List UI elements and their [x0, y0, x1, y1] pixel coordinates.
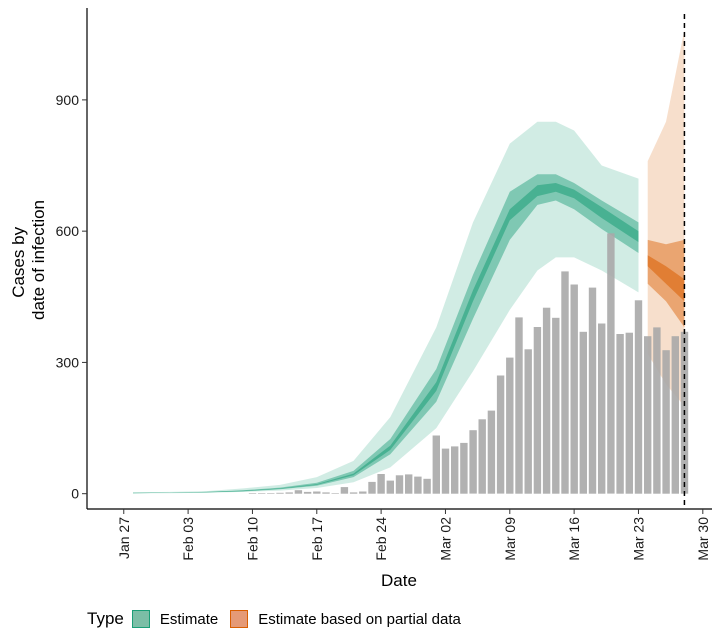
bar — [331, 493, 339, 494]
bar — [496, 375, 505, 494]
x-tick-label: Jan 27 — [116, 517, 132, 559]
bar — [671, 336, 679, 494]
bar — [313, 491, 321, 494]
legend-key-partial-estimate — [230, 610, 249, 628]
x-tick-label: Mar 23 — [631, 517, 647, 561]
bar — [598, 323, 606, 494]
bar — [322, 492, 330, 494]
bar — [294, 490, 303, 494]
bar — [340, 487, 349, 494]
x-tick-label: Feb 24 — [373, 517, 389, 561]
bar — [432, 435, 440, 494]
bar — [303, 491, 312, 494]
x-tick-label: Feb 17 — [309, 517, 325, 561]
bar — [405, 474, 413, 494]
bar — [662, 350, 670, 494]
bar — [561, 271, 569, 494]
bar — [423, 478, 431, 494]
bar — [542, 307, 551, 494]
y-tick-label: 600 — [56, 223, 80, 239]
bar — [588, 287, 597, 494]
bar — [644, 336, 652, 494]
bar — [607, 233, 615, 494]
bar — [285, 492, 293, 494]
bar — [359, 491, 367, 494]
ribbon-partial-20 — [647, 255, 685, 302]
bar — [653, 327, 661, 494]
bar — [469, 430, 477, 494]
bar — [441, 448, 450, 494]
x-tick-label: Mar 30 — [695, 517, 711, 561]
legend-label-partial-estimate: Estimate based on partial data — [258, 610, 461, 628]
x-tick-label: Mar 02 — [438, 517, 454, 561]
ribbon-partial-90 — [647, 29, 685, 407]
bar — [276, 492, 284, 494]
bar — [616, 334, 624, 494]
legend-title: Type — [87, 609, 124, 628]
y-tick-label: 0 — [71, 486, 79, 502]
bar — [349, 492, 358, 494]
x-tick-label: Feb 03 — [180, 517, 196, 561]
bar — [515, 317, 523, 494]
bar — [524, 349, 532, 494]
bar — [451, 446, 459, 494]
y-tick-label: 300 — [56, 354, 80, 370]
y-axis-title-line-2: date of infection — [29, 200, 48, 320]
legend-label-estimate: Estimate — [159, 610, 219, 628]
y-axis-title-line-1: Cases by — [9, 226, 28, 297]
estimate-ribbons — [133, 29, 685, 494]
bar — [386, 480, 394, 494]
bar — [552, 317, 560, 494]
chart: 0 300 600 900 Jan 27 Feb 03 Feb 10 Feb 17 Feb 24… — [9, 8, 712, 590]
bar — [579, 331, 587, 494]
x-axis-title: Date — [381, 571, 417, 590]
x-tick-label: Feb 10 — [244, 517, 260, 561]
bar — [414, 476, 422, 494]
bar — [248, 493, 257, 494]
bar — [625, 332, 633, 494]
bar — [634, 300, 643, 494]
bar — [368, 481, 376, 494]
y-axis-title: Cases by date of infection — [9, 200, 48, 320]
bar — [533, 327, 542, 494]
x-tick-label: Mar 09 — [502, 517, 518, 561]
axes: 0 300 600 900 Jan 27 Feb 03 Feb 10 Feb 17 Feb 24… — [56, 8, 712, 561]
bar — [478, 419, 486, 494]
bar — [377, 474, 385, 494]
bar — [395, 475, 404, 494]
bar — [267, 493, 275, 494]
bar — [506, 357, 514, 494]
bar — [258, 493, 266, 494]
legend-key-estimate — [131, 610, 150, 628]
y-tick-label: 900 — [56, 92, 80, 108]
x-tick-label: Mar 16 — [566, 517, 582, 561]
bar — [460, 442, 468, 494]
legend: Type Estimate Estimate based on partial … — [87, 607, 473, 631]
bar — [487, 410, 496, 494]
bar — [570, 284, 578, 494]
